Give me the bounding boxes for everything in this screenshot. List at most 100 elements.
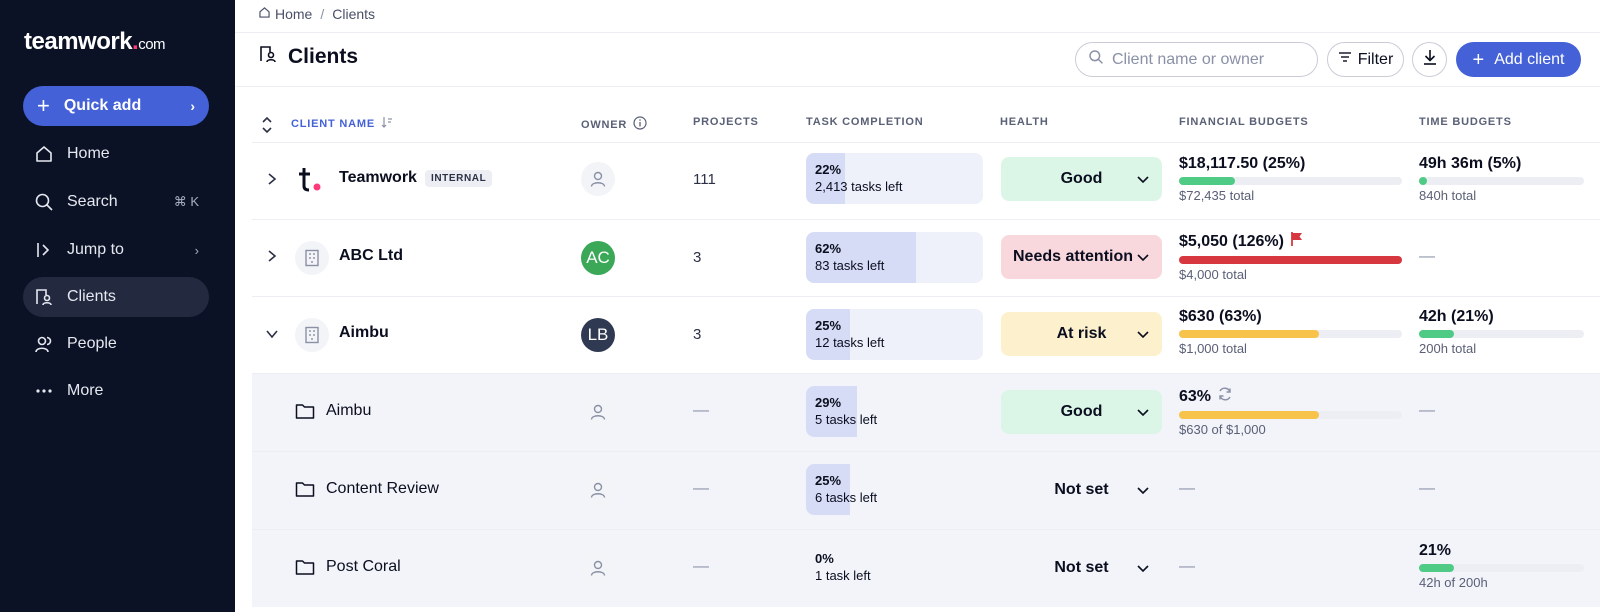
owner-placeholder-icon[interactable] (581, 551, 615, 585)
health-cell[interactable]: Good (1001, 390, 1162, 434)
project-name[interactable]: Content Review (326, 480, 439, 497)
column-header-label: HEALTH (1000, 116, 1049, 128)
project-name-cell[interactable]: Aimbu (326, 402, 371, 420)
health-dropdown[interactable]: Not set (1001, 546, 1162, 590)
expand-row-toggle[interactable] (258, 167, 286, 195)
health-dropdown[interactable]: At risk (1001, 312, 1162, 356)
column-header-time-budgets[interactable]: TIME BUDGETS (1419, 116, 1512, 128)
more-icon (33, 380, 55, 402)
health-cell[interactable]: At risk (1001, 312, 1162, 356)
divider (235, 86, 1600, 87)
financial-budget-bar (1179, 177, 1402, 185)
owner-cell[interactable] (581, 551, 615, 585)
task-completion-cell[interactable]: 22% 2,413 tasks left (806, 153, 983, 204)
health-dropdown[interactable]: Good (1001, 157, 1162, 201)
column-header-owner[interactable]: OWNER (581, 116, 647, 133)
owner-placeholder-icon[interactable] (581, 162, 615, 196)
owner-placeholder-icon[interactable] (581, 395, 615, 429)
task-fill (806, 386, 858, 437)
column-header-label: OWNER (581, 118, 628, 131)
sidebar-item-people[interactable]: People (23, 324, 209, 364)
owner-cell[interactable] (581, 395, 615, 429)
client-name[interactable]: Teamwork (339, 169, 417, 186)
column-header-projects[interactable]: PROJECTS (693, 116, 759, 128)
column-header-client-name[interactable]: CLIENT NAME (291, 116, 393, 131)
health-dropdown[interactable]: Not set (1001, 468, 1162, 512)
expand-all-toggle[interactable] (260, 116, 274, 137)
health-dropdown[interactable]: Good (1001, 390, 1162, 434)
quick-add-button[interactable]: + Quick add › (23, 86, 209, 126)
search-input[interactable] (1112, 50, 1302, 69)
sidebar-item-more[interactable]: More (23, 371, 209, 411)
info-icon[interactable] (633, 116, 647, 133)
teamwork-logo[interactable]: teamwork.com (24, 28, 166, 55)
time-budget-cell[interactable]: 42h (21%) 200h total (1419, 308, 1584, 356)
table-row[interactable]: ABC Ltd AC 3 62% 83 tasks left Needs atte… (252, 219, 1600, 296)
task-completion-cell[interactable]: 25% 6 tasks left (806, 464, 983, 515)
health-cell[interactable]: Not set (1001, 468, 1162, 512)
owner-cell[interactable] (581, 473, 615, 507)
health-cell[interactable]: Not set (1001, 546, 1162, 590)
project-name[interactable]: Aimbu (326, 402, 372, 419)
task-completion-cell[interactable]: 0% 1 task left (806, 542, 983, 593)
sidebar-item-search[interactable]: Search ⌘ K (23, 182, 209, 222)
table-row[interactable]: Aimbu LB 3 25% 12 tasks left At risk $630… (252, 296, 1600, 373)
table-row[interactable]: Teamwork INTERNAL 111 22% 2,413 tasks lef… (252, 142, 1600, 219)
time-budget-empty: — (1419, 402, 1435, 419)
sidebar-item-jump-to[interactable]: Jump to › (23, 230, 209, 270)
download-button[interactable] (1412, 42, 1447, 77)
expand-row-toggle[interactable] (258, 244, 286, 272)
financial-budget-cell[interactable]: 63% $630 of $1,000 (1179, 386, 1404, 437)
health-dropdown[interactable]: Needs attention (1001, 235, 1162, 279)
client-name[interactable]: ABC Ltd (339, 247, 403, 264)
project-name-cell[interactable]: Post Coral (326, 558, 401, 576)
breadcrumb-home[interactable]: Home (275, 6, 313, 22)
sidebar-item-clients[interactable]: Clients (23, 277, 209, 317)
owner-cell[interactable]: LB (581, 318, 615, 352)
project-row[interactable]: Aimbu — 29% 5 tasks left Good 63% $630 of… (252, 373, 1600, 451)
page-title-text: Clients (288, 45, 359, 68)
client-name-cell[interactable]: Aimbu (339, 324, 389, 342)
column-header-health[interactable]: HEALTH (1000, 116, 1049, 128)
bar-fill (1179, 330, 1320, 338)
task-completion-bar[interactable]: 25% 6 tasks left (806, 464, 983, 515)
column-header-task-completion[interactable]: TASK COMPLETION (806, 116, 924, 128)
owner-placeholder-icon[interactable] (581, 473, 615, 507)
project-row[interactable]: Post Coral — 0% 1 task left Not set — 21%… (252, 529, 1600, 607)
avatar[interactable]: AC (581, 241, 615, 275)
filter-button[interactable]: Filter (1327, 42, 1404, 77)
add-client-button[interactable]: + Add client (1456, 42, 1581, 77)
task-completion-bar[interactable]: 0% 1 task left (806, 542, 983, 593)
filter-label: Filter (1357, 50, 1394, 68)
client-name[interactable]: Aimbu (339, 324, 389, 341)
search-field[interactable] (1075, 42, 1318, 77)
financial-budget-cell[interactable]: $18,117.50 (25%) $72,435 total (1179, 155, 1404, 203)
owner-cell[interactable]: AC (581, 241, 615, 275)
task-completion-cell[interactable]: 62% 83 tasks left (806, 232, 983, 283)
collapse-row-toggle[interactable] (258, 321, 286, 349)
financial-budget-cell[interactable]: $5,050 (126%) $4,000 total (1179, 231, 1404, 282)
project-name[interactable]: Post Coral (326, 558, 401, 575)
time-budget-cell[interactable]: 49h 36m (5%) 840h total (1419, 155, 1584, 203)
avatar[interactable]: LB (581, 318, 615, 352)
client-name-cell[interactable]: ABC Ltd (339, 247, 403, 265)
owner-cell[interactable] (581, 162, 615, 196)
task-completion-bar[interactable]: 25% 12 tasks left (806, 309, 983, 360)
health-value: Good (1060, 403, 1103, 420)
project-row[interactable]: Content Review — 25% 6 tasks left Not set… (252, 451, 1600, 529)
financial-budget-cell[interactable]: $630 (63%) $1,000 total (1179, 308, 1404, 356)
task-completion-bar[interactable]: 29% 5 tasks left (806, 386, 983, 437)
task-completion-cell[interactable]: 25% 12 tasks left (806, 309, 983, 360)
task-completion-bar[interactable]: 22% 2,413 tasks left (806, 153, 983, 204)
task-percent: 29% (815, 395, 842, 410)
health-cell[interactable]: Good (1001, 157, 1162, 201)
task-completion-cell[interactable]: 29% 5 tasks left (806, 386, 983, 437)
time-budget-bar (1419, 177, 1584, 185)
client-name-cell[interactable]: Teamwork INTERNAL (339, 169, 493, 187)
column-header-financial-budgets[interactable]: FINANCIAL BUDGETS (1179, 116, 1309, 128)
time-budget-cell[interactable]: 21% 42h of 200h (1419, 542, 1584, 590)
sidebar-item-home[interactable]: Home (23, 134, 209, 174)
health-cell[interactable]: Needs attention (1001, 235, 1162, 279)
task-completion-bar[interactable]: 62% 83 tasks left (806, 232, 983, 283)
project-name-cell[interactable]: Content Review (326, 480, 439, 498)
